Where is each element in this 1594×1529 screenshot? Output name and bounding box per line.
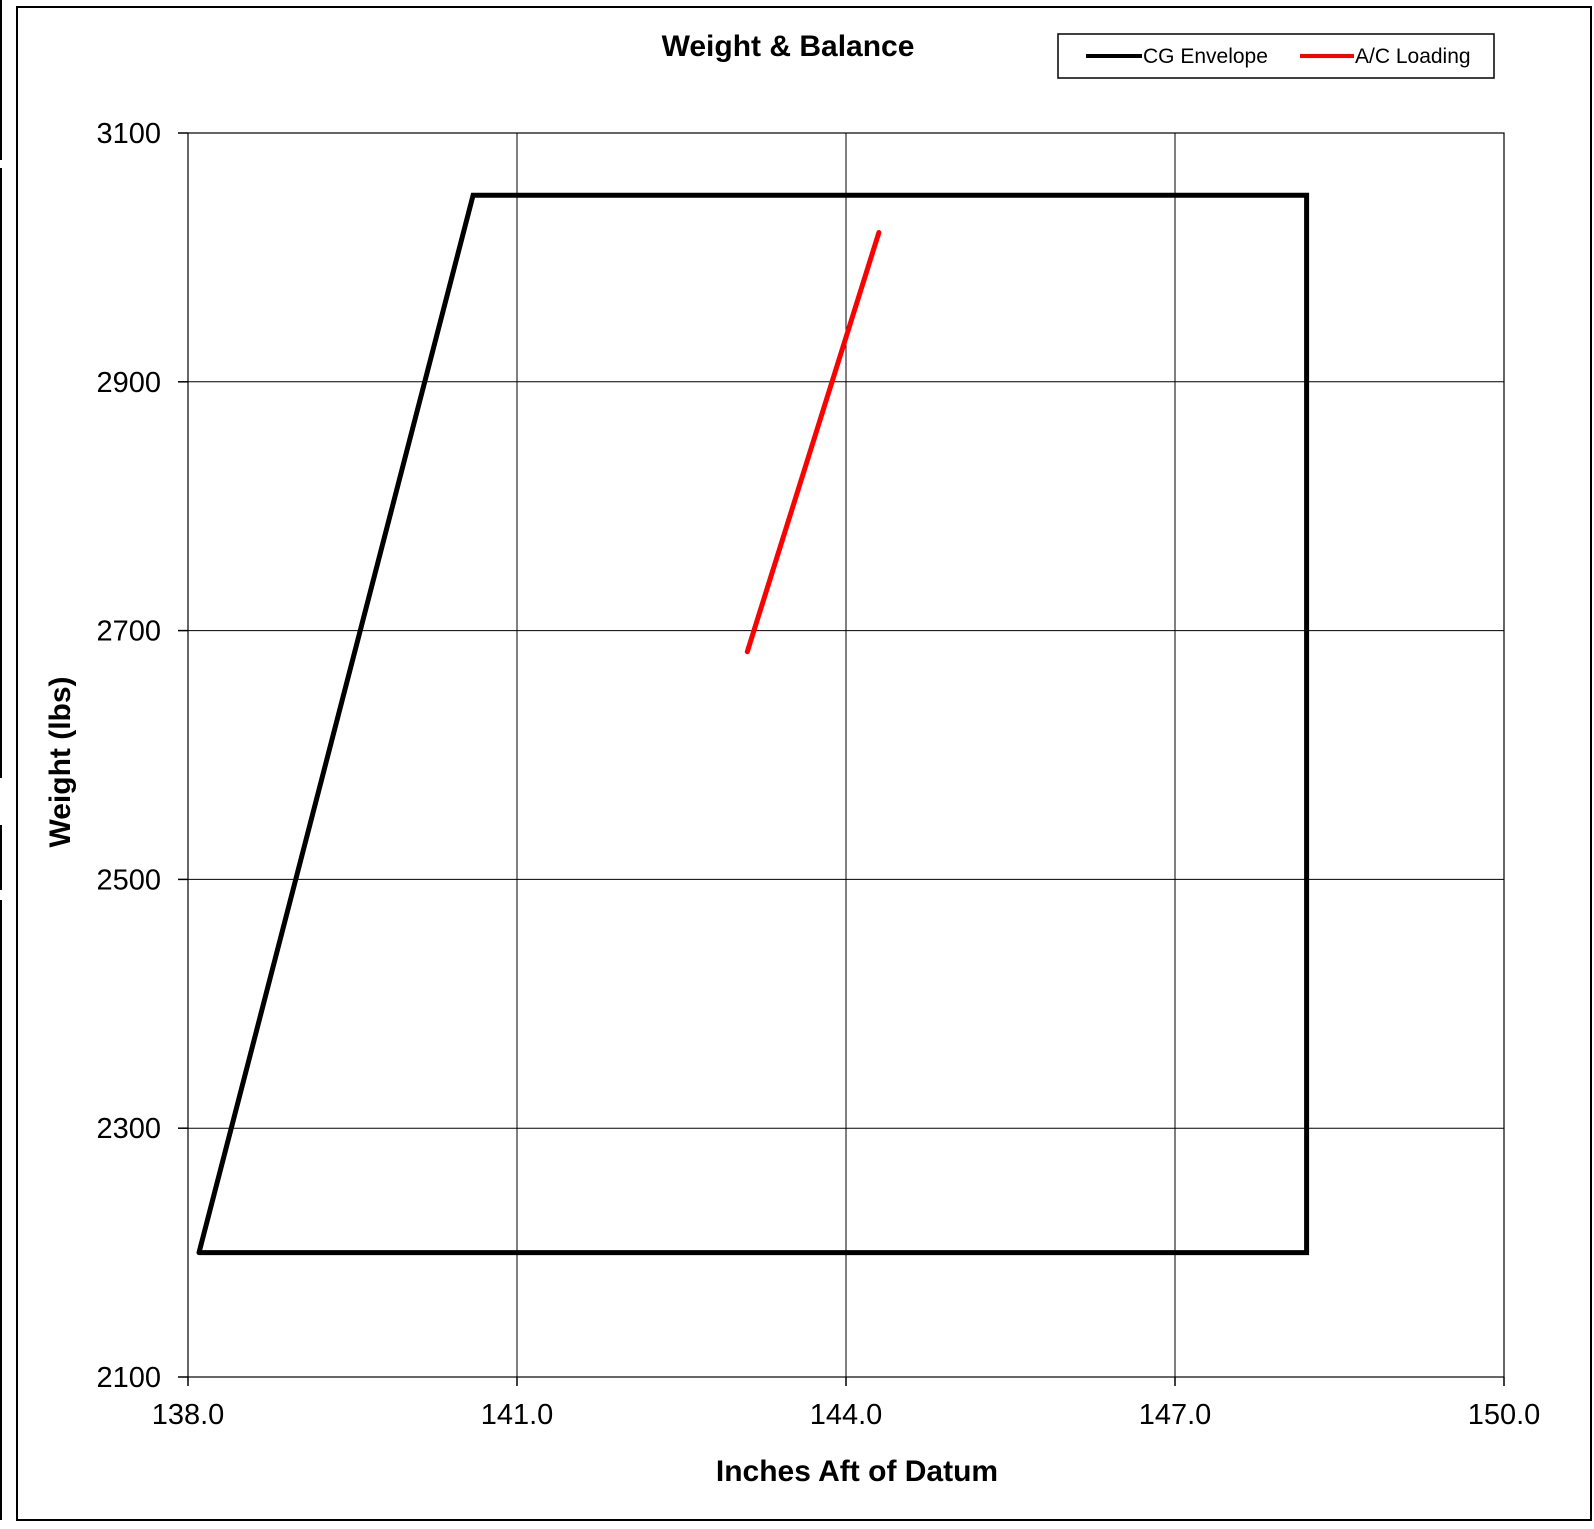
series-line-cg-envelope [196,192,1310,1256]
y-tick-label: 2500 [96,864,161,896]
left-edge-mark [0,900,2,1520]
left-edge-mark [0,0,2,160]
ticks: 138.0 141.0 144.0 147.0 150.0 3100 2900 2700 250… [96,118,1540,1431]
x-tick-label: 144.0 [810,1399,883,1431]
left-edge-mark [0,825,2,890]
chart-frame: 138.0 141.0 144.0 147.0 150.0 3100 2900 2700 250… [16,6,1592,1521]
x-tick-label: 147.0 [1139,1399,1212,1431]
y-tick-label: 2300 [96,1113,161,1145]
series-line-a-c-loading [744,230,882,655]
left-edge-marks [0,0,4,1524]
x-tick-label: 141.0 [481,1399,554,1431]
legend-label-cg-envelope: CG Envelope [1143,45,1268,68]
chart: 138.0 141.0 144.0 147.0 150.0 3100 2900 2700 250… [44,30,1540,1488]
left-edge-marks-svg [0,0,2,1520]
x-axis-title: Inches Aft of Datum [716,1455,998,1488]
x-tick-label: 138.0 [152,1399,225,1431]
y-axis-title: Weight (lbs) [44,676,77,847]
y-tick-label: 2100 [96,1362,161,1394]
y-tick-label: 3100 [96,118,161,150]
legend: CG Envelope A/C Loading [1057,33,1495,79]
legend-label-ac-loading: A/C Loading [1355,45,1471,68]
x-tick-label: 150.0 [1468,1399,1541,1431]
y-tick-label: 2700 [96,616,161,648]
y-tick-label: 2900 [96,367,161,399]
series-layer [196,192,1310,1256]
left-edge-mark [0,168,2,778]
chart-title: Weight & Balance [662,30,915,63]
